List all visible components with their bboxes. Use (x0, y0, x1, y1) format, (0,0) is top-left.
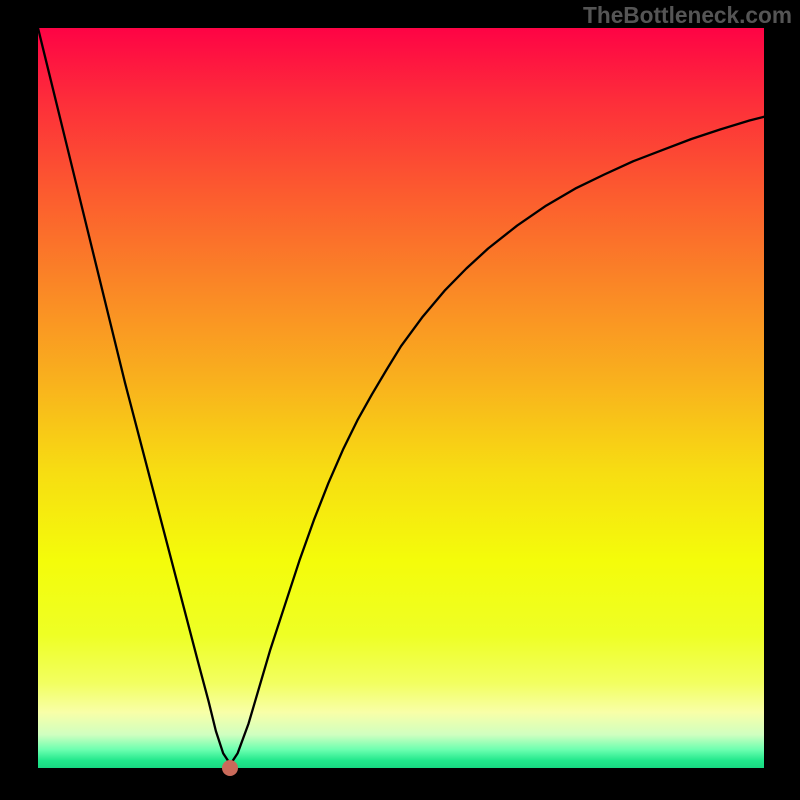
figure-container: TheBottleneck.com (0, 0, 800, 800)
bottleneck-curve (38, 28, 764, 764)
chart-curve-layer (38, 28, 764, 768)
optimal-point-marker (222, 760, 238, 776)
chart-plot-area (38, 28, 764, 768)
watermark-text: TheBottleneck.com (583, 2, 792, 29)
